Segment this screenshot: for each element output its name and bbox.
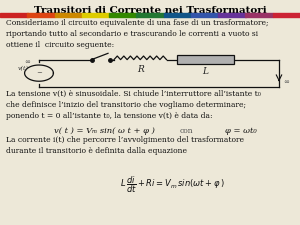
Text: con: con (180, 127, 194, 135)
Bar (109, 13, 137, 17)
Bar (136, 13, 164, 17)
Bar (191, 13, 218, 17)
Text: ~: ~ (36, 70, 42, 76)
Text: R: R (137, 65, 144, 74)
Bar (218, 13, 246, 17)
Bar (164, 13, 191, 17)
Bar (245, 13, 273, 17)
Text: La corrente i(t) che percorre l’avvolgimento del trasformatore
durante il transi: La corrente i(t) che percorre l’avvolgim… (6, 136, 244, 155)
Text: v( t ) = Vₘ sin( ω t + φ ): v( t ) = Vₘ sin( ω t + φ ) (54, 127, 155, 135)
Text: ∞: ∞ (284, 79, 290, 85)
Text: L: L (202, 67, 208, 76)
Text: $L\,\dfrac{di}{dt} + Ri = V_m\,sin(\omega t + \varphi\,)$: $L\,\dfrac{di}{dt} + Ri = V_m\,sin(\omeg… (120, 174, 225, 195)
Text: La tensione v(t) è sinusoidale. Si chiude l’interruttore all’istante t₀
che defi: La tensione v(t) è sinusoidale. Si chiud… (6, 90, 261, 120)
Bar (273, 13, 300, 17)
Bar (177, 55, 234, 64)
Text: φ = ωt₀: φ = ωt₀ (225, 127, 257, 135)
Text: ∞: ∞ (24, 59, 30, 65)
Bar (82, 13, 110, 17)
Text: v(t): v(t) (17, 66, 28, 71)
Bar (55, 13, 82, 17)
Bar (27, 13, 55, 17)
Text: Consideriamo il circuito equivalente di una fase di un trasformatore;
riportando: Consideriamo il circuito equivalente di … (6, 19, 268, 49)
Bar (0, 13, 28, 17)
Text: Transitori di Corrente nei Trasformatori: Transitori di Corrente nei Trasformatori (34, 6, 266, 15)
